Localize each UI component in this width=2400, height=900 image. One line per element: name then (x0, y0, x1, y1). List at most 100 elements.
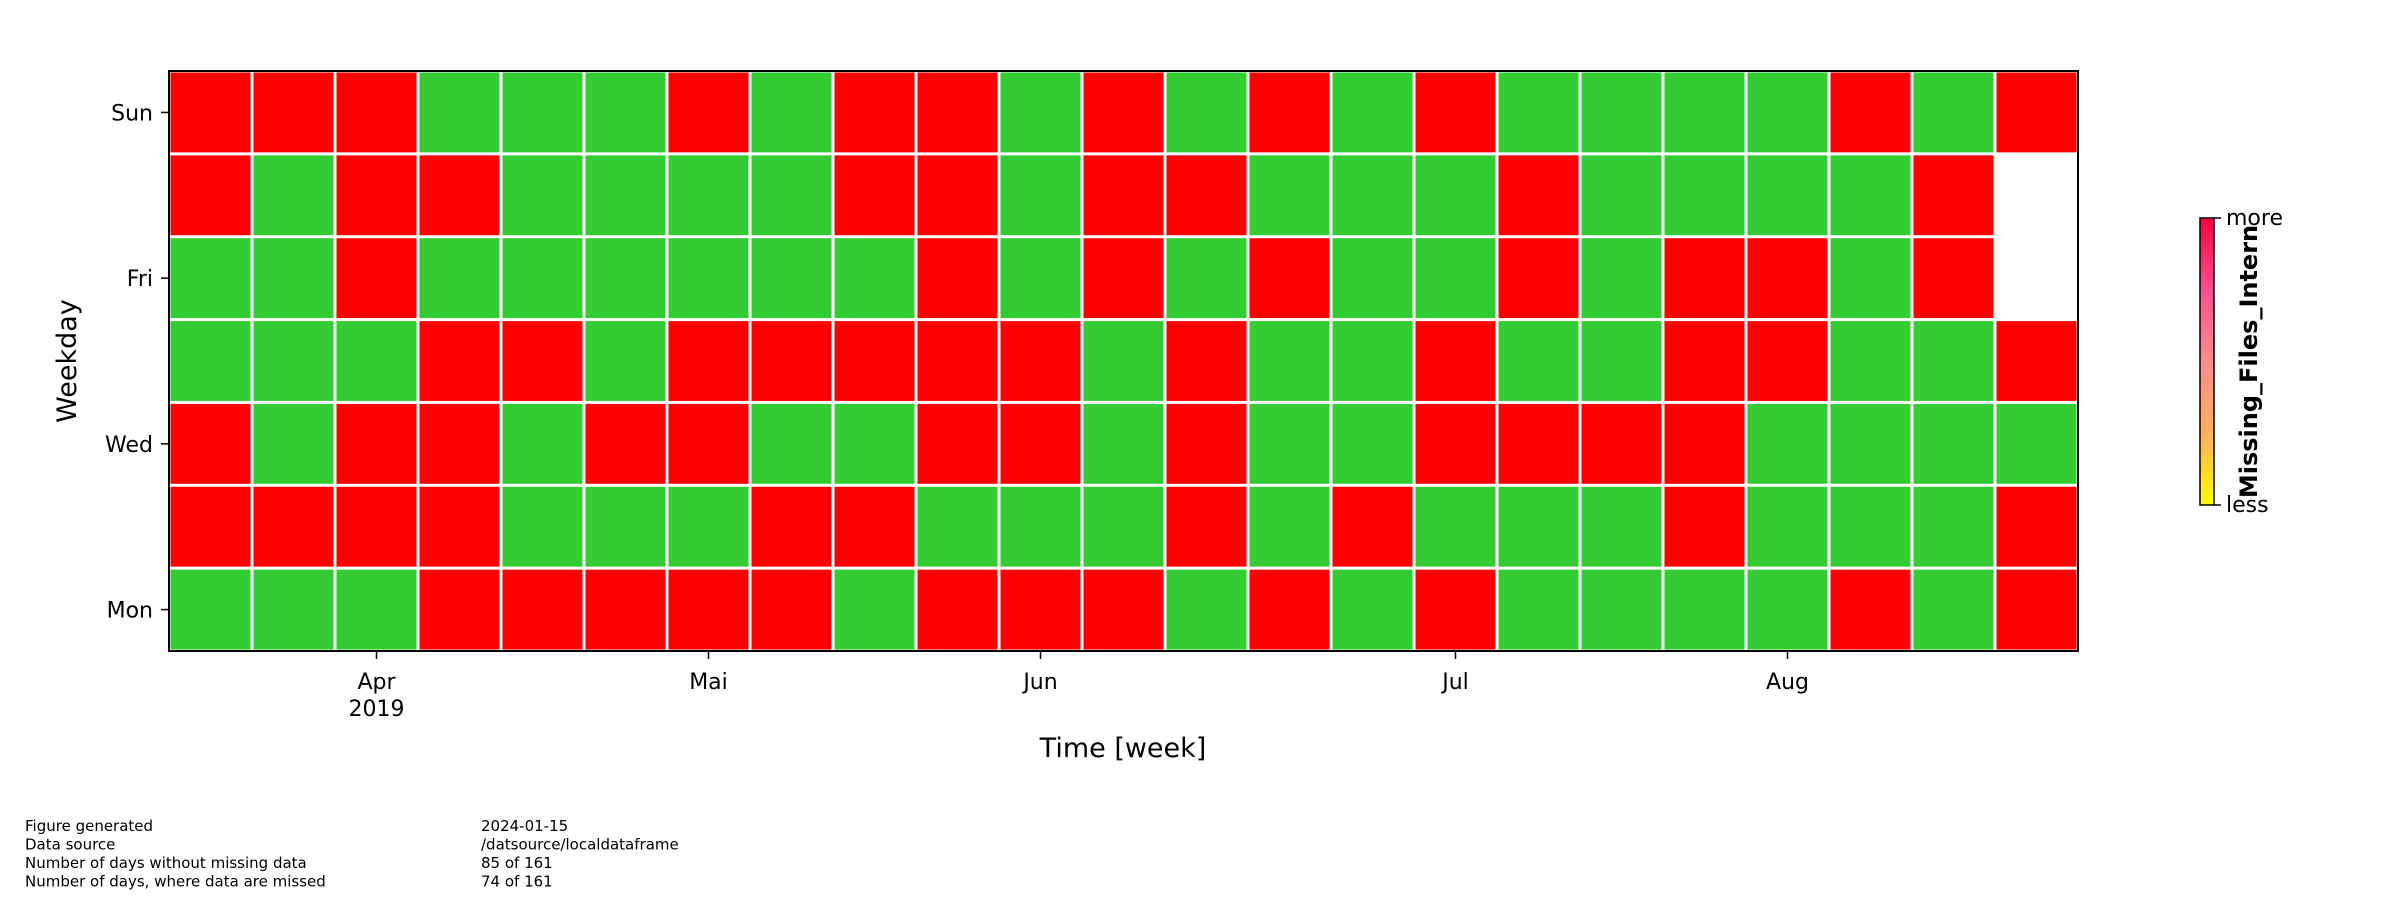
heatmap-cell (1913, 403, 1994, 484)
heatmap-cell (253, 155, 334, 236)
heatmap-cell (1747, 155, 1828, 236)
heatmap-cell (1996, 569, 2077, 650)
y-tick-label: Sun (111, 101, 153, 126)
heatmap-cell (668, 155, 749, 236)
heatmap-cell (1332, 238, 1413, 319)
heatmap-cell (917, 569, 998, 650)
heatmap-cell (253, 72, 334, 153)
heatmap-cell (502, 486, 583, 567)
heatmap-cell (1498, 155, 1579, 236)
heatmap-cell (253, 486, 334, 567)
heatmap-cell (1498, 486, 1579, 567)
heatmap-cell (1249, 238, 1330, 319)
heatmap-cell (1083, 486, 1164, 567)
heatmap-cell (1249, 321, 1330, 401)
heatmap-cell (1000, 321, 1081, 401)
heatmap-cell (751, 569, 832, 650)
heatmap-cell (1166, 72, 1247, 153)
heatmap-cell (419, 155, 500, 236)
heatmap-cell (1498, 238, 1579, 319)
heatmap-cell (1415, 486, 1496, 567)
heatmap-cell (751, 403, 832, 484)
heatmap-cell (1664, 569, 1745, 650)
heatmap-cell (1083, 155, 1164, 236)
heatmap-cell (1830, 486, 1911, 567)
footer-value: /datsource/localdataframe (481, 836, 679, 854)
heatmap-cell (1747, 403, 1828, 484)
heatmap-cell (1747, 72, 1828, 153)
heatmap-cell (1000, 72, 1081, 153)
x-axis-label: Time [week] (1039, 733, 1207, 764)
heatmap-cell (1415, 238, 1496, 319)
heatmap-cell (1000, 486, 1081, 567)
heatmap-cell (1000, 238, 1081, 319)
heatmap-cell (1664, 486, 1745, 567)
footer-label: Figure generated (25, 817, 153, 835)
heatmap-cell (1000, 403, 1081, 484)
heatmap-cell (1747, 569, 1828, 650)
heatmap-cell (668, 238, 749, 319)
heatmap-cell (1166, 238, 1247, 319)
heatmap-cell (834, 569, 915, 650)
heatmap-cell (502, 155, 583, 236)
heatmap-cell (917, 238, 998, 319)
heatmap-cell (1581, 155, 1662, 236)
colorbar-tick-label: more (2226, 206, 2283, 231)
heatmap-cell (1415, 72, 1496, 153)
heatmap-cell (917, 403, 998, 484)
heatmap-cell (668, 403, 749, 484)
heatmap-cell (1830, 569, 1911, 650)
heatmap-cell (1415, 321, 1496, 401)
heatmap-cell (1166, 486, 1247, 567)
heatmap-cell (170, 238, 251, 319)
colorbar-tick-label: less (2226, 493, 2269, 518)
heatmap-cell (1581, 321, 1662, 401)
heatmap-cell (834, 72, 915, 153)
footer-label: Number of days, where data are missed (25, 873, 326, 891)
heatmap-cell (585, 486, 666, 567)
heatmap-cell (1830, 238, 1911, 319)
heatmap-cell (834, 238, 915, 319)
heatmap-cell (668, 72, 749, 153)
heatmap-cell (1747, 486, 1828, 567)
heatmap-cell (336, 238, 417, 319)
heatmap-cell (1581, 569, 1662, 650)
y-tick-label: Wed (105, 433, 153, 458)
heatmap-cell (585, 569, 666, 650)
heatmap-cell (253, 569, 334, 650)
heatmap-cell (751, 321, 832, 401)
heatmap-cell (253, 321, 334, 401)
heatmap-cell (1166, 321, 1247, 401)
heatmap-cell (1249, 486, 1330, 567)
heatmap-cell (585, 403, 666, 484)
heatmap-cell (1415, 155, 1496, 236)
heatmap-cell (751, 238, 832, 319)
heatmap-cell (1332, 321, 1413, 401)
heatmap-cell (1166, 569, 1247, 650)
heatmap-cell (1747, 321, 1828, 401)
heatmap-cell (1249, 155, 1330, 236)
heatmap-cell (1166, 155, 1247, 236)
heatmap-cell (1664, 238, 1745, 319)
heatmap-cell (1830, 321, 1911, 401)
heatmap-cell (917, 155, 998, 236)
heatmap-cell (1664, 155, 1745, 236)
heatmap-cell (1581, 72, 1662, 153)
heatmap-cell (1996, 72, 2077, 153)
heatmap-cell (1415, 403, 1496, 484)
footer-value: 2024-01-15 (481, 817, 568, 835)
heatmap-cell (585, 321, 666, 401)
x-tick-label: Jul (1440, 670, 1469, 695)
heatmap-cell (1332, 486, 1413, 567)
heatmap-cell (1913, 321, 1994, 401)
plot-frame (168, 70, 2079, 652)
heatmap-cell (1581, 486, 1662, 567)
y-tick-label: Mon (107, 599, 153, 624)
heatmap-cell (1332, 155, 1413, 236)
heatmap-cell (585, 238, 666, 319)
heatmap-cell (1830, 155, 1911, 236)
colorbar-label: Missing_Files_Intern (2235, 225, 2263, 498)
footer-value: 74 of 161 (481, 873, 553, 891)
heatmap-cell (1166, 403, 1247, 484)
